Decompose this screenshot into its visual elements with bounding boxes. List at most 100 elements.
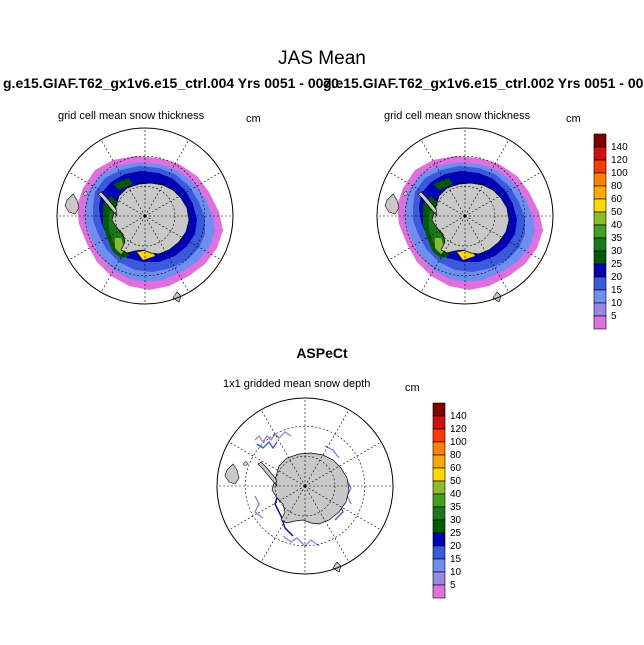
top-colorbar-label-25: 25 (611, 259, 623, 270)
right-polar-map (376, 127, 554, 305)
top-colorbar-box-4 (593, 185, 607, 200)
aspect-snow-obs-track-6 (254, 495, 264, 519)
aspect-panel-title: 1x1 gridded mean snow depth (223, 378, 371, 390)
bottom-colorbar-label-25: 25 (450, 528, 462, 539)
bottom-colorbar: 140 120 100 80 60 50 40 35 30 25 20 15 10 5 (432, 402, 467, 599)
left-latitude-circle-0 (84, 155, 206, 277)
bottom-colorbar-box-11 (432, 545, 446, 560)
right-meridian-4 (420, 215, 466, 293)
right-panel-units: cm (566, 113, 581, 125)
top-colorbar-label-5: 5 (611, 311, 617, 322)
top-colorbar-box-13 (593, 302, 607, 317)
top-colorbar-box-1 (593, 146, 607, 161)
top-colorbar-label-15: 15 (611, 285, 623, 296)
right-meridian-2 (464, 215, 510, 293)
bottom-colorbar-box-14 (432, 584, 446, 599)
bottom-colorbar-label-120: 120 (450, 424, 467, 435)
top-colorbar-label-35: 35 (611, 233, 623, 244)
right-meridian-8 (420, 139, 466, 217)
right-map-border (376, 127, 554, 305)
top-colorbar-label-60: 60 (611, 194, 623, 205)
top-colorbar-box-14 (593, 315, 607, 330)
top-colorbar-box-3 (593, 172, 607, 187)
aspect-antarctica-land (271, 452, 350, 525)
right-peninsula-land (417, 191, 438, 218)
bottom-colorbar-label-30: 30 (450, 515, 462, 526)
left-meridian-4 (100, 215, 146, 293)
bottom-colorbar-box-4 (432, 454, 446, 469)
left-meridian-10 (144, 139, 190, 217)
bottom-colorbar-label-50: 50 (450, 476, 462, 487)
left-meridian-2 (144, 215, 190, 293)
left-meridian-11 (144, 171, 222, 217)
bottom-colorbar-label-60: 60 (450, 463, 462, 474)
left-map-border (56, 127, 234, 305)
left-meridian-7 (68, 171, 146, 217)
top-colorbar-label-10: 10 (611, 298, 623, 309)
top-colorbar-box-5 (593, 198, 607, 213)
bottom-colorbar-box-1 (432, 415, 446, 430)
aspect-map-border (216, 397, 394, 575)
top-colorbar: 140 120 100 80 60 50 40 35 30 25 20 15 10 5 (593, 133, 628, 330)
top-colorbar-box-6 (593, 211, 607, 226)
top-colorbar-label-50: 50 (611, 207, 623, 218)
right-panel-title: grid cell mean snow thickness (384, 110, 531, 122)
left-south-america-land (64, 193, 80, 215)
left-case-title: g.e15.GIAF.T62_gx1v6.e15_ctrl.004 Yrs 00… (3, 75, 339, 91)
top-colorbar-label-100: 100 (611, 168, 628, 179)
aspect-latitude-circle-0 (244, 425, 366, 547)
bottom-colorbar-label-100: 100 (450, 437, 467, 448)
main-title: JAS Mean (278, 48, 366, 69)
bottom-colorbar-box-13 (432, 571, 446, 586)
top-colorbar-label-30: 30 (611, 246, 623, 257)
bottom-colorbar-label-140: 140 (450, 411, 467, 422)
bottom-colorbar-box-10 (432, 532, 446, 547)
top-colorbar-box-0 (593, 133, 607, 148)
aspect-snow-obs-track-5 (346, 479, 352, 505)
right-south-america-land (384, 193, 400, 215)
top-colorbar-box-9 (593, 250, 607, 265)
bottom-colorbar-label-40: 40 (450, 489, 462, 500)
aspect-snow-obs-track-0 (254, 431, 292, 444)
right-antarctica-land (431, 182, 510, 255)
right-island-land (402, 190, 409, 197)
bottom-colorbar-label-20: 20 (450, 541, 462, 552)
left-panel-units: cm (246, 113, 261, 125)
bottom-colorbar-box-8 (432, 506, 446, 521)
bottom-colorbar-box-6 (432, 480, 446, 495)
bottom-colorbar-label-35: 35 (450, 502, 462, 513)
aspect-polar-map (216, 397, 394, 575)
aspect-panel-units: cm (405, 382, 420, 394)
left-antarctica-land (111, 182, 190, 255)
bottom-colorbar-label-5: 5 (450, 580, 456, 591)
right-bellingshausen-green-zone (433, 178, 453, 190)
right-latitude-circle-0 (404, 155, 526, 277)
left-island-land (82, 190, 89, 197)
top-colorbar-box-12 (593, 289, 607, 304)
right-case-title: g.e15.GIAF.T62_gx1v6.e15_ctrl.002 Yrs 00… (323, 75, 644, 91)
top-colorbar-label-80: 80 (611, 181, 623, 192)
left-bellingshausen-green-zone (113, 178, 133, 190)
bottom-colorbar-box-9 (432, 519, 446, 534)
bottom-colorbar-box-5 (432, 467, 446, 482)
top-colorbar-label-40: 40 (611, 220, 623, 231)
top-colorbar-label-140: 140 (611, 142, 628, 153)
top-colorbar-box-2 (593, 159, 607, 174)
right-meridian-10 (464, 139, 510, 217)
top-colorbar-label-20: 20 (611, 272, 623, 283)
left-meridian-8 (100, 139, 146, 217)
left-panel-title: grid cell mean snow thickness (58, 110, 205, 122)
bottom-colorbar-box-7 (432, 493, 446, 508)
aspect-snow-obs-track-1 (256, 440, 278, 450)
bottom-colorbar-box-0 (432, 402, 446, 417)
bottom-colorbar-label-10: 10 (450, 567, 462, 578)
left-meridian-1 (144, 215, 222, 261)
top-colorbar-box-7 (593, 224, 607, 239)
top-colorbar-box-8 (593, 237, 607, 252)
aspect-title: ASPeCt (296, 345, 348, 361)
left-polar-map (56, 127, 234, 305)
top-colorbar-label-120: 120 (611, 155, 628, 166)
aspect-snow-obs-track-3 (282, 535, 320, 547)
aspect-peninsula-land (257, 461, 278, 488)
bottom-colorbar-label-80: 80 (450, 450, 462, 461)
